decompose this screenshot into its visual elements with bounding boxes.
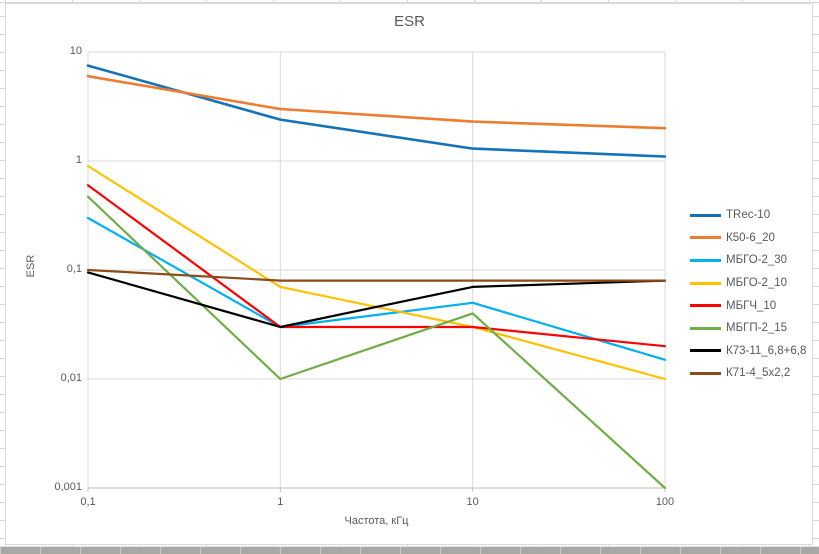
- series-line[interactable]: [86, 74, 667, 130]
- legend-label: К71-4_5x2,2: [726, 367, 791, 380]
- legend-label: К73-11_6,8+6,8: [726, 344, 807, 357]
- series-line[interactable]: [86, 271, 667, 329]
- series-line[interactable]: [86, 195, 667, 490]
- series-line[interactable]: [86, 268, 667, 282]
- chart-legend: TRec-10 К50-6_20 МБГО-2_30 МБГО-2_10 МБГЧ_10…: [690, 204, 806, 385]
- y-axis-tick-label: 1: [75, 154, 82, 166]
- x-axis-title: Частота, кГц: [344, 515, 409, 527]
- chart-title: ESR: [394, 13, 425, 30]
- plot-area: [86, 51, 667, 492]
- legend-item[interactable]: МБГО-2_10: [690, 272, 806, 295]
- legend-item[interactable]: К71-4_5x2,2: [690, 362, 806, 385]
- legend-item[interactable]: К50-6_20: [690, 227, 806, 250]
- legend-line-swatch: [690, 213, 721, 217]
- legend-item[interactable]: TRec-10: [690, 204, 806, 227]
- y-axis-tick-label: 0,001: [54, 481, 82, 493]
- series-line[interactable]: [86, 184, 667, 348]
- legend-label: МБГП-2_15: [726, 322, 788, 335]
- legend-line-swatch: [690, 326, 721, 330]
- y-axis-tick-label: 0,1: [66, 263, 82, 275]
- y-axis-tick-label: 0,01: [60, 372, 82, 384]
- legend-item[interactable]: МБГП-2_15: [690, 317, 806, 340]
- x-axis-tick-label: 1: [277, 496, 284, 508]
- legend-item[interactable]: К73-11_6,8+6,8: [690, 340, 806, 363]
- legend-label: К50-6_20: [726, 231, 775, 244]
- legend-item[interactable]: МБГО-2_30: [690, 249, 806, 272]
- legend-label: МБГЧ_10: [726, 299, 777, 312]
- series-line[interactable]: [86, 216, 667, 361]
- legend-label: МБГО-2_10: [726, 277, 788, 290]
- legend-item[interactable]: МБГЧ_10: [690, 294, 806, 317]
- legend-line-swatch: [690, 371, 721, 375]
- legend-line-swatch: [690, 304, 721, 308]
- legend-line-swatch: [690, 236, 721, 240]
- spreadsheet-bottom-row: [0, 546, 819, 554]
- legend-label: МБГО-2_30: [726, 254, 788, 267]
- x-axis-tick-label: 100: [655, 496, 675, 508]
- legend-line-swatch: [690, 258, 721, 262]
- legend-label: TRec-10: [726, 209, 771, 222]
- chart-panel[interactable]: [5, 3, 813, 545]
- x-axis-tick-label: 0,1: [80, 496, 96, 508]
- legend-line-swatch: [690, 281, 721, 285]
- y-axis-tick-label: 10: [69, 45, 82, 57]
- x-axis-tick-label: 10: [466, 496, 479, 508]
- legend-line-swatch: [690, 349, 721, 353]
- series-line[interactable]: [86, 64, 667, 158]
